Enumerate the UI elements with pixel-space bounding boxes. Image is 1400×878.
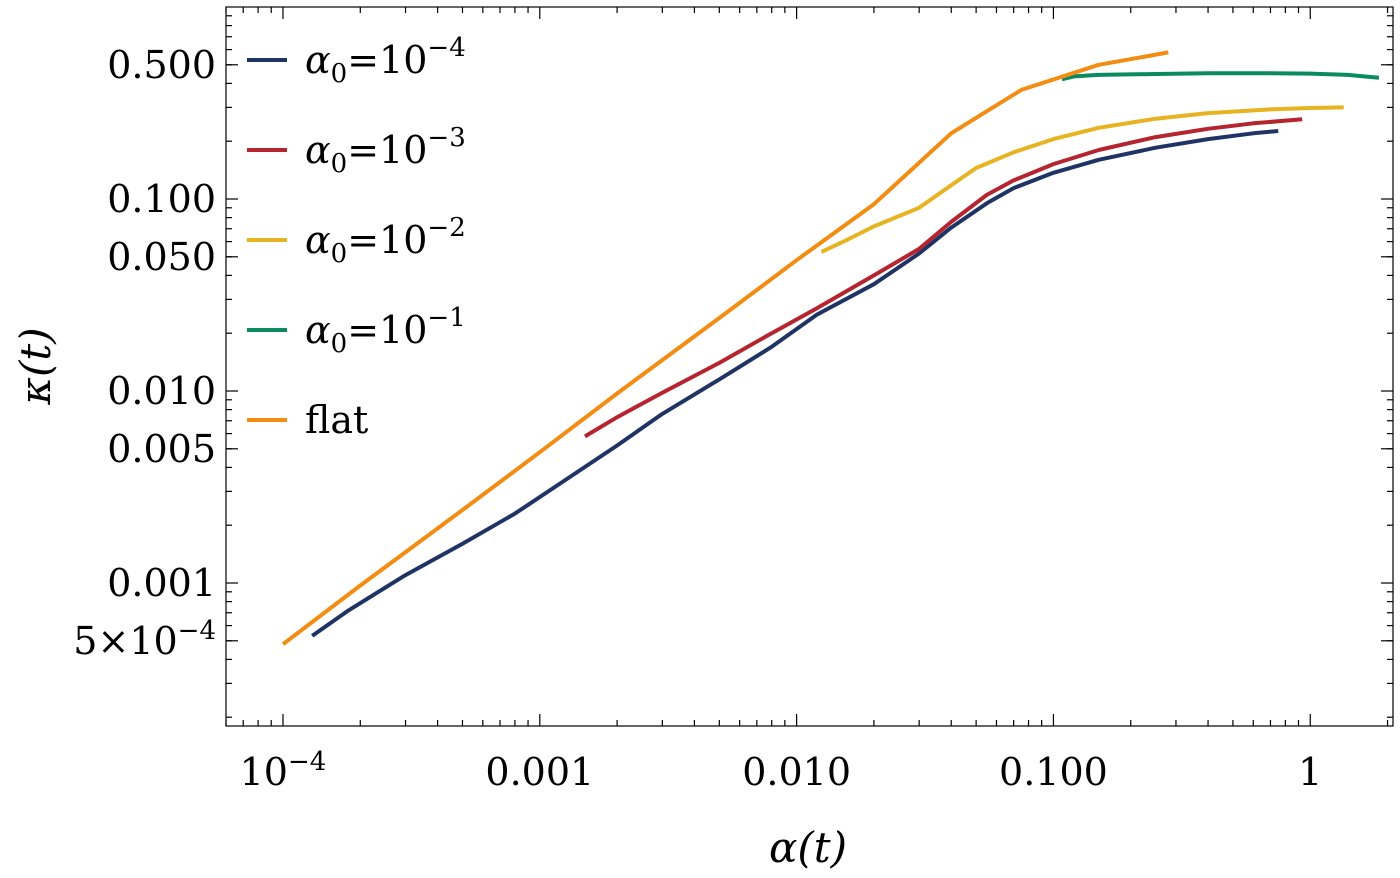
y-axis-title: κ(t)	[11, 327, 60, 405]
series-line-a3	[583, 117, 1303, 439]
x-tick-label: 1	[1298, 750, 1322, 794]
legend-label-a4: α0=10−4	[305, 33, 466, 89]
x-tick-label: 10−4	[240, 747, 327, 794]
x-axis-title: α(t)	[769, 823, 847, 872]
legend-label-flat: flat	[305, 398, 368, 442]
y-tick-label: 0.005	[107, 427, 216, 471]
series-line-flat	[281, 50, 1169, 646]
y-tick-label: 0.100	[107, 177, 216, 221]
legend: α0=10−4 α0=10−3 α0=10−2 α0=10−1 flat	[247, 33, 466, 442]
minor-ticks	[225, 7, 1393, 726]
y-tick-label: 0.001	[107, 561, 216, 605]
series-lines	[281, 50, 1380, 646]
series-line-a1	[1061, 71, 1380, 82]
y-tick-label: 5×10−4	[73, 616, 216, 663]
series-line-a4	[311, 129, 1279, 638]
legend-label-a3: α0=10−3	[305, 123, 466, 179]
legend-label-a1: α0=10−1	[305, 303, 466, 359]
x-tick-label: 0.001	[485, 750, 594, 794]
y-tick-labels: 5×10−4 0.001 0.005 0.010 0.050 0.100 0.500	[73, 43, 216, 663]
y-tick-label: 0.050	[107, 235, 216, 279]
x-tick-labels: 10−4 0.001 0.010 0.100 1	[240, 747, 1323, 794]
plot-frame	[225, 6, 1394, 727]
x-tick-label: 0.100	[999, 750, 1108, 794]
y-tick-label: 0.010	[107, 369, 216, 413]
x-tick-label: 0.010	[742, 750, 851, 794]
major-ticks	[226, 7, 1393, 726]
legend-label-a2: α0=10−2	[305, 213, 466, 269]
y-tick-label: 0.500	[107, 43, 216, 87]
series-line-a2	[820, 105, 1344, 254]
